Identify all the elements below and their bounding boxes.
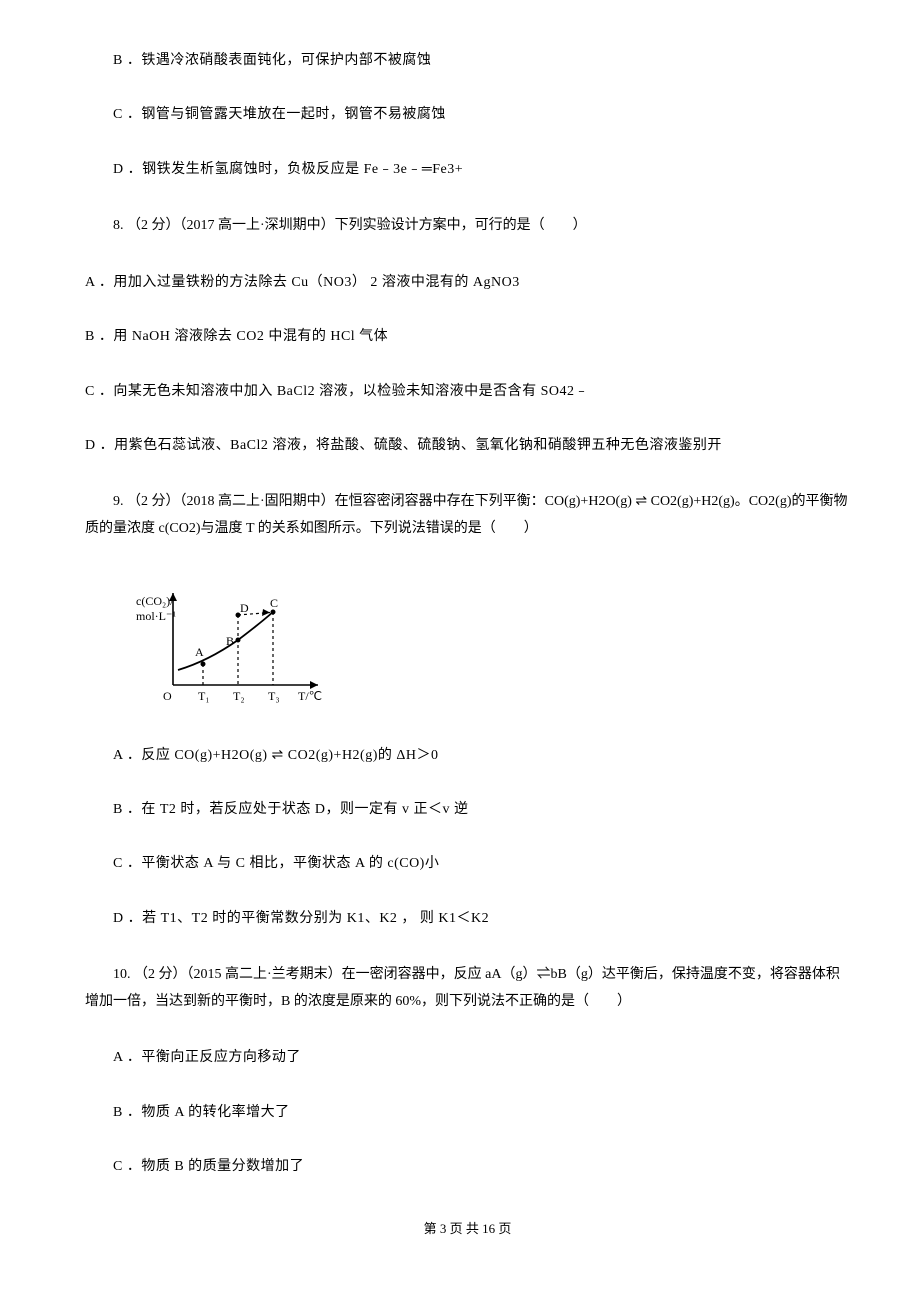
xtick-t3: T₃ (268, 689, 280, 703)
q8-option-a: A ．用加入过量铁粉的方法除去 Cu（NO3） 2 溶液中混有的 AgNO3 (85, 272, 850, 294)
q8-option-c: C ．向某无色未知溶液中加入 BaCl2 溶液，以检验未知溶液中是否含有 SO4… (85, 381, 850, 403)
xtick-t1: T₁ (198, 689, 210, 703)
option-text: B ．在 T2 时，若反应处于状态 D，则一定有 v 正＜v 逆 (113, 802, 469, 817)
question-text: 10. （2 分）（2015 高二上·兰考期末）在一密闭容器中，反应 aA（g）… (85, 967, 840, 1009)
label-a: A (195, 645, 204, 659)
q9-option-d: D ．若 T1、T2 时的平衡常数分别为 K1、K2 ， 则 K1＜K2 (85, 908, 850, 930)
xtick-t2: T₂ (233, 689, 245, 703)
option-text: C ．钢管与铜管露天堆放在一起时，钢管不易被腐蚀 (113, 107, 446, 122)
question-text: 9. （2 分）（2018 高二上·固阳期中）在恒容密闭容器中存在下列平衡：CO… (85, 494, 847, 536)
q10-stem: 10. （2 分）（2015 高二上·兰考期末）在一密闭容器中，反应 aA（g）… (85, 962, 850, 1015)
option-text: C ．向某无色未知溶液中加入 BaCl2 溶液，以检验未知溶液中是否含有 SO4… (85, 384, 589, 399)
q7-option-d: D ．钢铁发生析氢腐蚀时，负极反应是 Fe﹣3e﹣═Fe3+ (85, 159, 850, 181)
q10-option-a: A ．平衡向正反应方向移动了 (85, 1047, 850, 1069)
ylabel-line1: c(CO₂)/ (136, 594, 174, 608)
option-text: D ．钢铁发生析氢腐蚀时，负极反应是 Fe﹣3e﹣═Fe3+ (113, 162, 463, 177)
q9-option-c: C ．平衡状态 A 与 C 相比，平衡状态 A 的 c(CO)小 (85, 853, 850, 875)
q9-stem: 9. （2 分）（2018 高二上·固阳期中）在恒容密闭容器中存在下列平衡：CO… (85, 489, 850, 542)
point-b (236, 637, 241, 642)
option-text: B ．物质 A 的转化率增大了 (113, 1105, 290, 1120)
option-text: D ．若 T1、T2 时的平衡常数分别为 K1、K2 ， 则 K1＜K2 (113, 911, 489, 926)
option-text: B ．用 NaOH 溶液除去 CO2 中混有的 HCl 气体 (85, 329, 388, 344)
x-axis-arrow (310, 681, 318, 689)
option-text: A ．反应 CO(g)+H2O(g) ⇌ CO2(g)+H2(g)的 ΔH＞0 (113, 748, 439, 763)
option-text: C ．平衡状态 A 与 C 相比，平衡状态 A 的 c(CO)小 (113, 856, 439, 871)
label-b: B (226, 634, 234, 648)
option-text: A ．用加入过量铁粉的方法除去 Cu（NO3） 2 溶液中混有的 AgNO3 (85, 275, 520, 290)
ylabel-line2: mol·L⁻¹ (136, 609, 176, 623)
q8-option-b: B ．用 NaOH 溶液除去 CO2 中混有的 HCl 气体 (85, 326, 850, 348)
footer-text: 第 3 页 共 16 页 (424, 1221, 512, 1236)
option-text: C ．物质 B 的质量分数增加了 (113, 1159, 304, 1174)
graph-svg: c(CO₂)/ mol·L⁻¹ A B D C T₁ T₂ T₃ (135, 575, 345, 715)
option-text: D ．用紫色石蕊试液、BaCl2 溶液，将盐酸、硫酸、硫酸钠、氢氧化钠和硝酸钾五… (85, 438, 722, 453)
q7-option-b: B ．铁遇冷浓硝酸表面钝化，可保护内部不被腐蚀 (85, 50, 850, 72)
q9-option-b: B ．在 T2 时，若反应处于状态 D，则一定有 v 正＜v 逆 (85, 799, 850, 821)
option-text: A ．平衡向正反应方向移动了 (113, 1050, 301, 1065)
q8-stem: 8. （2 分）（2017 高一上·深圳期中）下列实验设计方案中，可行的是（ ） (85, 213, 850, 240)
point-a (201, 661, 206, 666)
origin-label: O (163, 689, 172, 703)
question-text: 8. （2 分）（2017 高一上·深圳期中）下列实验设计方案中，可行的是（ ） (113, 218, 587, 233)
label-d: D (240, 601, 249, 615)
point-c (271, 609, 276, 614)
q7-option-c: C ．钢管与铜管露天堆放在一起时，钢管不易被腐蚀 (85, 104, 850, 126)
q10-option-b: B ．物质 A 的转化率增大了 (85, 1102, 850, 1124)
q10-option-c: C ．物质 B 的质量分数增加了 (85, 1156, 850, 1178)
option-text: B ．铁遇冷浓硝酸表面钝化，可保护内部不被腐蚀 (113, 53, 431, 68)
q8-option-d: D ．用紫色石蕊试液、BaCl2 溶液，将盐酸、硫酸、硫酸钠、氢氧化钠和硝酸钾五… (85, 435, 850, 457)
q9-option-a: A ．反应 CO(g)+H2O(g) ⇌ CO2(g)+H2(g)的 ΔH＞0 (85, 745, 850, 767)
page-footer: 第 3 页 共 16 页 (85, 1218, 850, 1237)
xlabel: T/℃ (298, 689, 322, 703)
q9-graph: c(CO₂)/ mol·L⁻¹ A B D C T₁ T₂ T₃ (135, 575, 850, 715)
label-c: C (270, 596, 278, 610)
